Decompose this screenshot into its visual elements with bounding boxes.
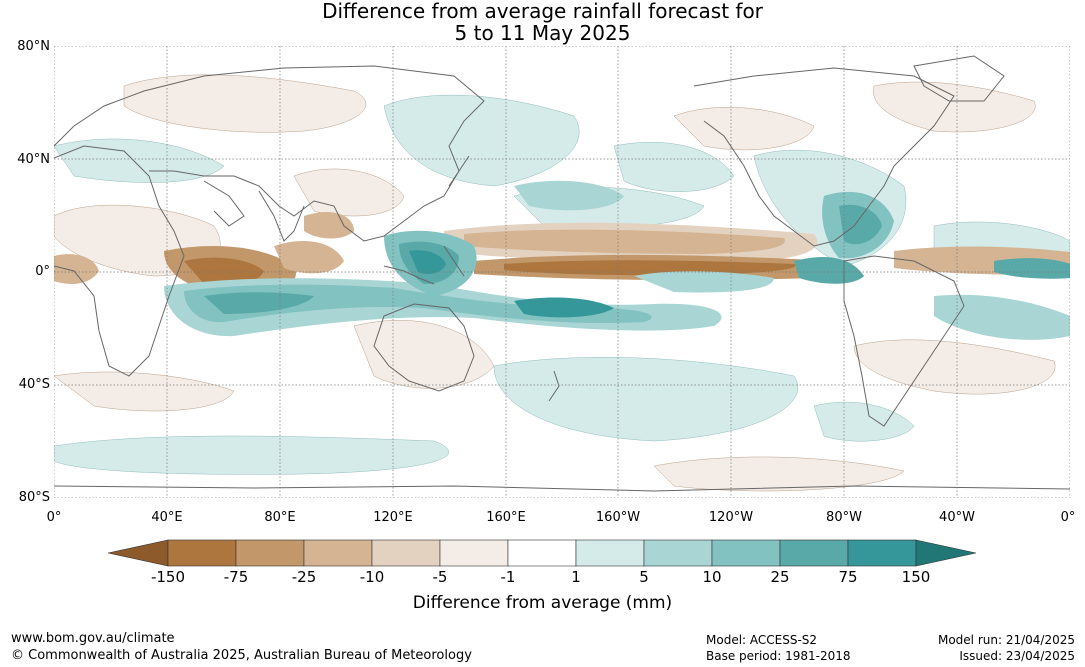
footer-model-run: Model run: 21/04/2025 bbox=[937, 633, 1075, 647]
colorbar-tick-label: -10 bbox=[359, 568, 385, 586]
lat-label-40n: 40°N bbox=[17, 152, 50, 167]
colorbar-tick-label: -25 bbox=[291, 568, 317, 586]
lon-label-80e: 80°E bbox=[264, 510, 296, 525]
colorbar-swatch bbox=[575, 539, 645, 567]
map-gridlines bbox=[54, 46, 1070, 498]
colorbar-tick-label: 25 bbox=[770, 568, 790, 586]
colorbar-tick-label: 5 bbox=[639, 568, 649, 586]
colorbar-swatch bbox=[303, 539, 373, 567]
colorbar-swatch bbox=[439, 539, 509, 567]
rainfall-anomaly-map bbox=[54, 46, 1070, 498]
lat-label-0: 0° bbox=[35, 264, 50, 279]
colorbar-tick-label: -150 bbox=[150, 568, 186, 586]
colorbar-swatch bbox=[643, 539, 713, 567]
lon-label-80w: 80°W bbox=[826, 510, 862, 525]
lat-label-80s: 80°S bbox=[18, 490, 50, 505]
colorbar-tick-label: 10 bbox=[702, 568, 722, 586]
lon-label-0-east: 0° bbox=[1060, 510, 1076, 525]
colorbar-swatch bbox=[371, 539, 441, 567]
colorbar-swatch bbox=[167, 539, 237, 567]
colorbar-swatch bbox=[779, 539, 849, 567]
colorbar-swatch bbox=[507, 539, 577, 567]
colorbar bbox=[107, 538, 978, 572]
lat-label-40s: 40°S bbox=[18, 377, 50, 392]
coastlines bbox=[54, 55, 1070, 492]
colorbar-tick-label: -75 bbox=[223, 568, 249, 586]
anomaly-light-brown-areas bbox=[54, 74, 1056, 492]
lon-label-40w: 40°W bbox=[939, 510, 975, 525]
colorbar-tick-label: -5 bbox=[432, 568, 448, 586]
lat-label-80n: 80°N bbox=[17, 39, 50, 54]
lon-label-120e: 120°E bbox=[373, 510, 413, 525]
lon-label-160w: 160°W bbox=[595, 510, 641, 525]
footer-copyright: © Commonwealth of Australia 2025, Austra… bbox=[11, 648, 472, 663]
colorbar-tick-label: 1 bbox=[571, 568, 581, 586]
colorbar-arrow-high bbox=[915, 539, 977, 567]
colorbar-swatch bbox=[235, 539, 305, 567]
colorbar-tick-label: 150 bbox=[901, 568, 931, 586]
lon-label-120w: 120°W bbox=[708, 510, 754, 525]
colorbar-arrow-low bbox=[107, 539, 169, 567]
colorbar-swatch bbox=[711, 539, 781, 567]
anomaly-teal-band bbox=[164, 180, 1070, 340]
colorbar-swatch bbox=[847, 539, 917, 567]
lon-label-0: 0° bbox=[46, 510, 62, 525]
lon-label-40e: 40°E bbox=[151, 510, 183, 525]
footer-base-period: Base period: 1981-2018 bbox=[706, 649, 851, 663]
colorbar-title: Difference from average (mm) bbox=[412, 593, 673, 613]
colorbar-tick-label: 75 bbox=[838, 568, 858, 586]
map-title-line2: 5 to 11 May 2025 bbox=[454, 21, 631, 45]
colorbar-swatches bbox=[107, 539, 977, 567]
lon-label-160e: 160°E bbox=[486, 510, 526, 525]
footer-url: www.bom.gov.au/climate bbox=[11, 631, 175, 646]
footer-issued: Issued: 23/04/2025 bbox=[959, 649, 1075, 663]
colorbar-tick-label: -1 bbox=[500, 568, 516, 586]
map-title-line1: Difference from average rainfall forecas… bbox=[322, 0, 763, 23]
footer-model: Model: ACCESS-S2 bbox=[706, 633, 818, 647]
